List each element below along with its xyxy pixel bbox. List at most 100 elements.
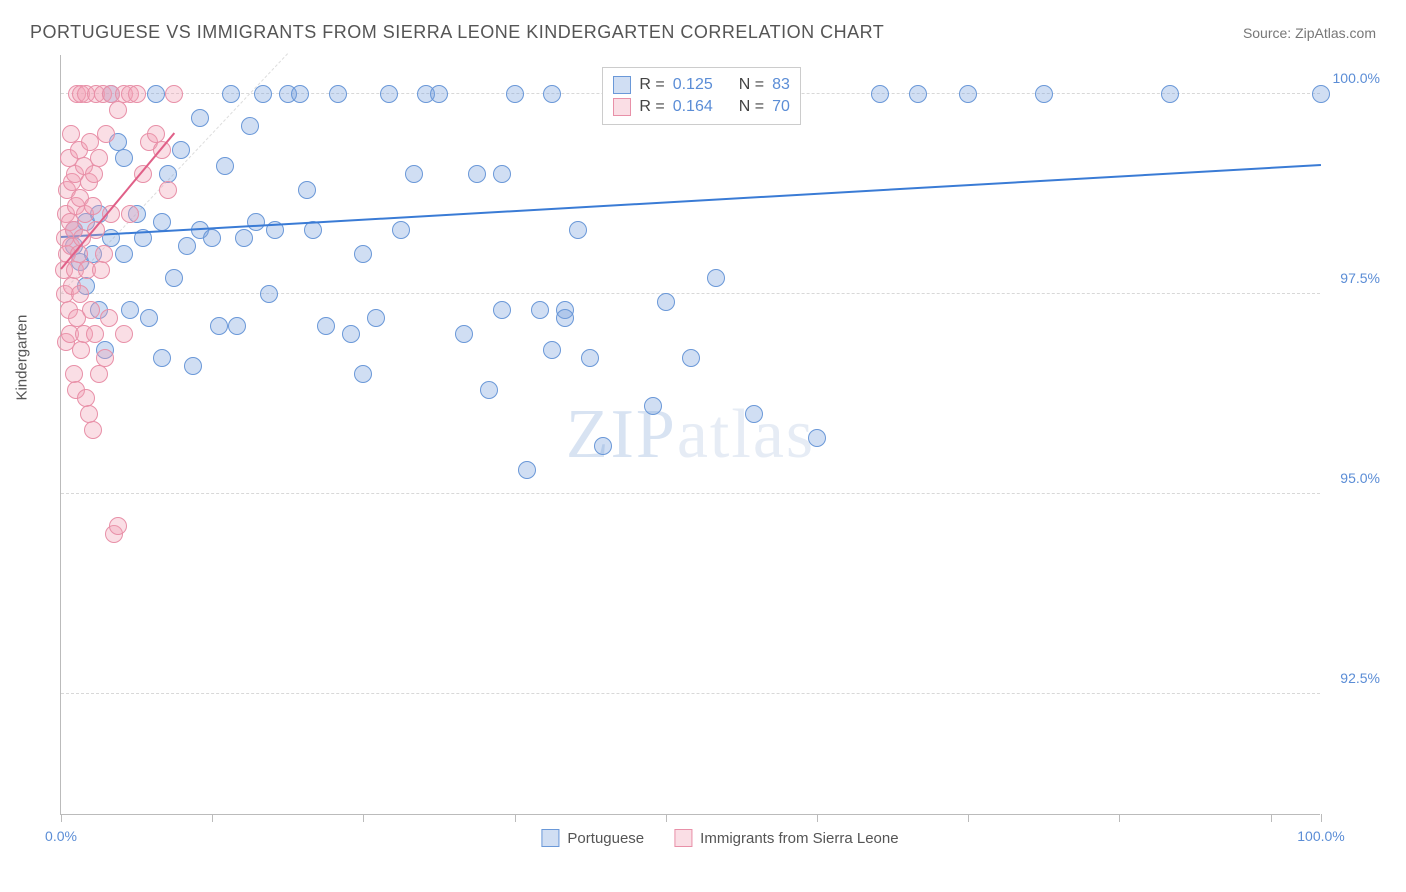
bottom-legend: Portuguese Immigrants from Sierra Leone: [541, 829, 898, 847]
data-point: [100, 309, 118, 327]
data-point: [86, 325, 104, 343]
stats-row: R = 0.164 N = 70: [613, 96, 790, 118]
chart-title: PORTUGUESE VS IMMIGRANTS FROM SIERRA LEO…: [30, 22, 884, 43]
data-point: [210, 317, 228, 335]
y-axis-label: Kindergarten: [14, 315, 31, 401]
data-point: [543, 341, 561, 359]
r-value: 0.125: [673, 76, 713, 94]
x-tick-label: 100.0%: [1297, 828, 1344, 844]
data-point: [254, 85, 272, 103]
legend-label: Immigrants from Sierra Leone: [700, 830, 898, 847]
data-point: [172, 141, 190, 159]
stats-row: R =0.125N =83: [613, 74, 790, 96]
watermark: ZIPatlas: [566, 395, 815, 475]
x-tick: [1271, 814, 1272, 822]
data-point: [109, 101, 127, 119]
legend-item: Immigrants from Sierra Leone: [674, 829, 898, 847]
data-point: [90, 149, 108, 167]
data-point: [247, 213, 265, 231]
y-tick-label: 92.5%: [1325, 670, 1380, 686]
n-value: 70: [772, 98, 790, 116]
data-point: [468, 165, 486, 183]
r-value: 0.164: [673, 98, 713, 116]
data-point: [543, 85, 561, 103]
data-point: [165, 269, 183, 287]
data-point: [531, 301, 549, 319]
data-point: [405, 165, 423, 183]
data-point: [644, 397, 662, 415]
data-point: [115, 245, 133, 263]
data-point: [153, 213, 171, 231]
data-point: [959, 85, 977, 103]
data-point: [298, 181, 316, 199]
legend-swatch: [613, 98, 631, 116]
data-point: [657, 293, 675, 311]
x-tick: [817, 814, 818, 822]
data-point: [1161, 85, 1179, 103]
data-point: [871, 85, 889, 103]
watermark-atlas: atlas: [677, 396, 815, 473]
n-label: N =: [739, 98, 764, 116]
data-point: [682, 349, 700, 367]
data-point: [147, 85, 165, 103]
data-point: [235, 229, 253, 247]
data-point: [109, 517, 127, 535]
data-point: [241, 117, 259, 135]
data-point: [203, 229, 221, 247]
x-tick: [212, 814, 213, 822]
x-tick: [666, 814, 667, 822]
chart-container: Kindergarten ZIPatlas 92.5%95.0%97.5%100…: [60, 55, 1380, 815]
data-point: [228, 317, 246, 335]
legend-swatch: [674, 829, 692, 847]
data-point: [569, 221, 587, 239]
data-point: [556, 309, 574, 327]
x-tick: [968, 814, 969, 822]
gridline: [61, 493, 1320, 494]
data-point: [80, 405, 98, 423]
data-point: [493, 165, 511, 183]
data-point: [707, 269, 725, 287]
data-point: [121, 301, 139, 319]
data-point: [909, 85, 927, 103]
data-point: [153, 349, 171, 367]
data-point: [329, 85, 347, 103]
data-point: [159, 181, 177, 199]
data-point: [260, 285, 278, 303]
data-point: [354, 245, 372, 263]
x-tick-label: 0.0%: [45, 828, 77, 844]
gridline: [61, 293, 1320, 294]
data-point: [115, 325, 133, 343]
data-point: [165, 85, 183, 103]
data-point: [140, 309, 158, 327]
legend-label: Portuguese: [567, 830, 644, 847]
data-point: [115, 149, 133, 167]
legend-swatch: [613, 76, 631, 94]
data-point: [581, 349, 599, 367]
x-tick: [1321, 814, 1322, 822]
data-point: [367, 309, 385, 327]
y-tick-label: 97.5%: [1325, 270, 1380, 286]
data-point: [594, 437, 612, 455]
data-point: [191, 109, 209, 127]
data-point: [82, 301, 100, 319]
data-point: [121, 205, 139, 223]
data-point: [1035, 85, 1053, 103]
data-point: [380, 85, 398, 103]
data-point: [97, 125, 115, 143]
data-point: [291, 85, 309, 103]
data-point: [493, 301, 511, 319]
x-tick: [515, 814, 516, 822]
y-tick-label: 95.0%: [1325, 470, 1380, 486]
data-point: [95, 245, 113, 263]
y-tick-label: 100.0%: [1325, 70, 1380, 86]
data-point: [808, 429, 826, 447]
data-point: [222, 85, 240, 103]
x-tick: [1119, 814, 1120, 822]
r-label: R =: [639, 98, 664, 116]
x-tick: [363, 814, 364, 822]
data-point: [317, 317, 335, 335]
n-label: N =: [739, 76, 764, 94]
n-value: 83: [772, 76, 790, 94]
data-point: [84, 197, 102, 215]
data-point: [480, 381, 498, 399]
